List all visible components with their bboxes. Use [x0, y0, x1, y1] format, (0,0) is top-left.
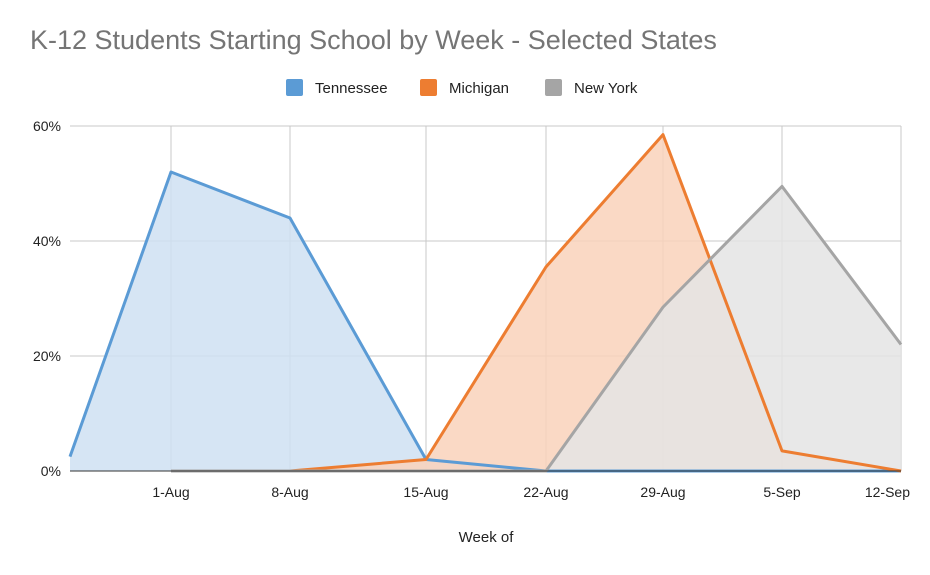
x-axis-title: Week of: [459, 529, 515, 546]
legend-swatch-2: [545, 79, 562, 96]
x-tick-label-4: 15-Aug: [403, 484, 448, 500]
legend-label-0: Tennessee: [315, 80, 388, 97]
y-tick-label-2: 40%: [33, 233, 61, 249]
area-0: [70, 172, 901, 471]
x-tick-label-3: 8-Aug: [271, 484, 308, 500]
chart-title: K-12 Students Starting School by Week - …: [30, 25, 717, 55]
legend-swatch-1: [420, 79, 437, 96]
x-tick-label-7: 5-Sep: [763, 484, 801, 500]
legend-swatch-0: [286, 79, 303, 96]
x-tick-label-2: 1-Aug: [152, 484, 189, 500]
y-tick-label-0: 0%: [41, 463, 61, 479]
x-tick-label-8: 12-Sep: [865, 484, 910, 500]
legend-label-2: New York: [574, 80, 638, 97]
series-group: [68, 133, 903, 473]
legend-label-1: Michigan: [449, 80, 509, 97]
x-tick-label-5: 22-Aug: [523, 484, 568, 500]
area-2: [171, 186, 901, 471]
x-tick-label-6: 29-Aug: [640, 484, 685, 500]
y-tick-label-3: 60%: [33, 118, 61, 134]
y-tick-label-1: 20%: [33, 348, 61, 364]
